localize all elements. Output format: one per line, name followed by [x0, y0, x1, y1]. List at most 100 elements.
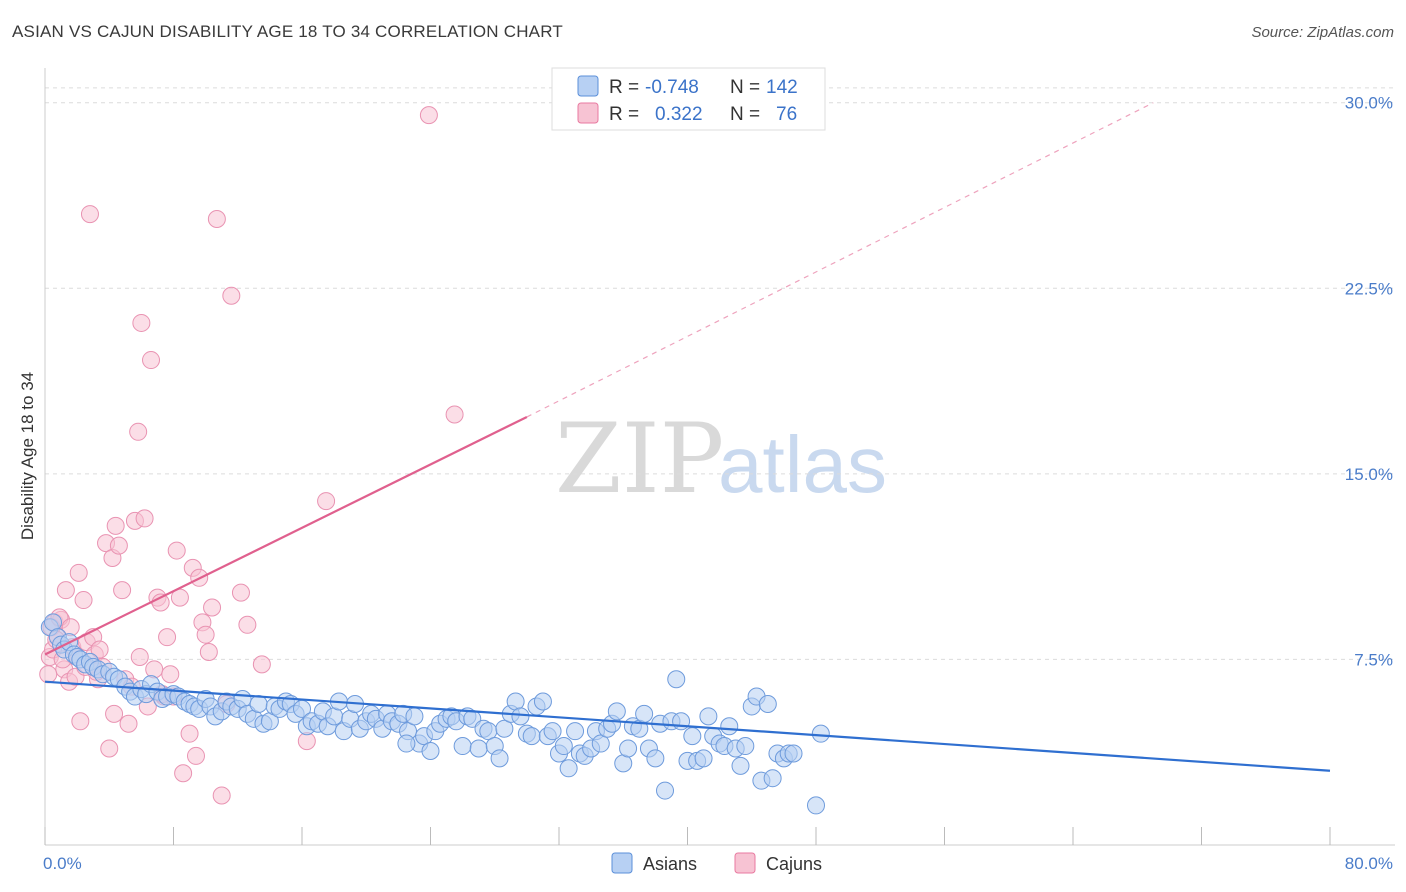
cajun-point [196, 625, 215, 644]
asian-point [683, 727, 702, 746]
bottom-legend-cajuns-label: Cajuns [766, 854, 822, 874]
top-legend: R = -0.748 N = 142 R = 0.322 N = 76 [551, 67, 826, 131]
cajun-point [180, 724, 199, 743]
cajun-point [130, 647, 149, 666]
cajun-point [161, 665, 180, 684]
asians-points [40, 613, 830, 815]
asian-point [495, 719, 514, 738]
asian-point [421, 741, 440, 760]
legend-asians-r-label: R = [609, 77, 639, 98]
asian-point [731, 756, 750, 775]
asian-point [763, 769, 782, 788]
cajun-point [167, 541, 186, 560]
cajun-point [252, 655, 271, 674]
legend-asians-n-value: 142 [766, 77, 798, 98]
legend-cajuns-n-label: N = [730, 104, 760, 125]
cajun-point [231, 583, 250, 602]
grid-lines [45, 87, 1395, 660]
asian-point [559, 759, 578, 778]
asian-point [511, 707, 530, 726]
cajun-point [199, 643, 218, 662]
asian-point [807, 796, 825, 815]
cajun-point [222, 286, 241, 305]
legend-asians-r-value: -0.748 [645, 77, 699, 98]
legend-cajuns-n-value: 76 [776, 104, 797, 125]
cajun-point [119, 714, 138, 733]
cajun-point [419, 106, 438, 125]
asian-point [591, 734, 610, 753]
asian-point [490, 749, 509, 768]
cajun-point [105, 704, 124, 723]
cajun-point [80, 205, 99, 224]
asian-point [758, 694, 777, 713]
asian-point [646, 749, 665, 768]
y-tick-label: 15.0% [1345, 465, 1393, 484]
asian-point [619, 739, 638, 758]
y-tick-label: 30.0% [1345, 94, 1393, 113]
source-label: Source: ZipAtlas.com [1251, 24, 1394, 41]
cajuns-trend-extension [526, 102, 1154, 418]
asian-point [736, 737, 755, 756]
cajun-point [174, 764, 193, 783]
cajun-point [158, 628, 177, 647]
cajun-point [203, 598, 222, 617]
cajun-point [90, 640, 109, 659]
legend-cajuns-swatch [577, 102, 599, 124]
cajun-point [56, 581, 75, 600]
y-tick-label: 7.5% [1354, 650, 1393, 669]
asian-point [635, 704, 654, 723]
asian-point [533, 692, 552, 711]
asian-point [397, 734, 416, 753]
y-axis-label: Disability Age 18 to 34 [18, 372, 37, 540]
asians-trend-line [44, 680, 1331, 772]
asian-point [694, 749, 713, 768]
asian-point [607, 702, 626, 721]
asian-point [656, 781, 675, 800]
cajun-point [317, 492, 336, 511]
asian-point [811, 724, 830, 743]
asian-point [699, 707, 718, 726]
asian-point [453, 737, 472, 756]
x-tick-label-max: 80.0% [1345, 854, 1393, 873]
cajun-point [135, 509, 154, 528]
cajun-point [142, 351, 161, 370]
cajun-point [39, 665, 58, 684]
cajun-point [106, 516, 125, 535]
cajun-point [207, 210, 226, 229]
cajun-point [186, 746, 205, 765]
bottom-legend-cajuns-swatch [734, 852, 756, 874]
bottom-legend-asians-label: Asians [643, 854, 697, 874]
asian-point [543, 722, 562, 741]
asian-point [522, 727, 541, 746]
asian-point [405, 707, 424, 726]
legend-asians-swatch [577, 75, 599, 97]
asian-point [566, 722, 585, 741]
cajun-point [100, 739, 119, 758]
legend-cajuns-r-label: R = [609, 104, 639, 125]
x-tick-label-min: 0.0% [43, 854, 82, 873]
watermark-zip: ZIP [555, 403, 724, 515]
asian-point [720, 717, 739, 736]
legend-cajuns-r-value: 0.322 [655, 104, 703, 125]
cajun-point [445, 405, 464, 424]
legend-asians-n-label: N = [730, 77, 760, 98]
cajun-point [145, 660, 164, 679]
watermark-atlas: atlas [718, 420, 887, 509]
asian-point [469, 739, 488, 758]
axes: 7.5% 15.0% 22.5% 30.0% 0.0% 80.0% [43, 68, 1395, 873]
asian-point [554, 737, 573, 756]
trend-lines [44, 102, 1331, 772]
cajun-point [74, 591, 93, 610]
cajun-point [212, 786, 231, 805]
y-tick-label: 22.5% [1345, 279, 1393, 298]
asian-point [784, 744, 803, 763]
cajun-point [109, 536, 128, 555]
cajun-point [69, 563, 88, 582]
bottom-legend-asians-swatch [611, 852, 633, 874]
chart-title: ASIAN VS CAJUN DISABILITY AGE 18 TO 34 C… [12, 22, 563, 41]
bottom-legend: Asians Cajuns [611, 852, 822, 874]
cajun-point [71, 712, 90, 731]
cajun-point [238, 615, 257, 634]
cajun-point [132, 313, 151, 332]
